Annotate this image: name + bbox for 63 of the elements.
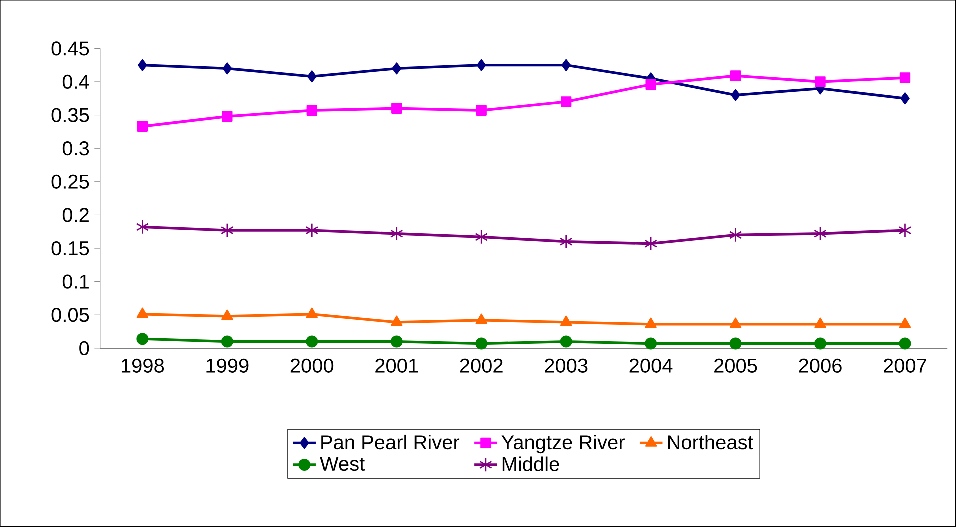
point: [138, 59, 148, 72]
y-tick-label: 0.15: [52, 241, 90, 256]
point: [306, 105, 318, 116]
x-tick-label: 2002: [460, 358, 503, 373]
x-tick-label: 2005: [714, 358, 758, 373]
point: [560, 336, 572, 348]
point: [900, 72, 911, 84]
x-tick-label: 2001: [376, 358, 418, 373]
point: [898, 223, 912, 238]
point: [814, 338, 827, 350]
legend-label: Northeast: [668, 434, 754, 450]
point: [306, 336, 318, 348]
point: [646, 79, 656, 90]
point: [220, 223, 234, 238]
x-tick-label: 2003: [545, 358, 588, 373]
point: [222, 62, 232, 74]
point: [390, 226, 404, 242]
x-tick-label: 2006: [799, 358, 842, 373]
point: [644, 236, 658, 252]
y-tick-label: 0.35: [52, 108, 90, 122]
legend-label: West: [320, 456, 365, 471]
point: [562, 59, 571, 72]
x-tick-label: 2004: [630, 358, 673, 373]
x-tick-label: 2007: [884, 358, 926, 373]
legend-label: Pan Pearl River: [322, 434, 460, 450]
point: [560, 234, 573, 250]
point: [475, 230, 488, 244]
point: [899, 338, 912, 350]
point: [476, 105, 487, 116]
y-tick-label: 0.05: [52, 308, 90, 322]
point: [136, 332, 149, 345]
point: [392, 103, 402, 114]
y-tick-label: 0.3: [62, 141, 90, 156]
point: [476, 338, 488, 350]
point: [731, 89, 740, 102]
point: [815, 76, 826, 88]
point: [476, 59, 486, 72]
point: [730, 338, 742, 350]
point: [137, 121, 148, 132]
point: [561, 96, 572, 108]
y-tick-label: 0.1: [62, 274, 89, 289]
point: [729, 228, 742, 242]
point: [814, 226, 827, 242]
point: [306, 223, 319, 238]
point: [390, 336, 403, 348]
point: [136, 220, 150, 234]
point: [645, 338, 658, 350]
y-tick-label: 0.4: [62, 74, 90, 89]
point: [307, 70, 317, 82]
point: [730, 70, 742, 82]
y-tick-label: 0.45: [52, 41, 90, 56]
legend-label: Middle: [502, 456, 560, 472]
x-tick-label: 1999: [206, 358, 249, 373]
point: [222, 111, 233, 122]
y-tick-label: 0: [80, 341, 90, 356]
point: [900, 92, 910, 104]
x-tick-label: 2000: [290, 358, 334, 373]
point: [392, 62, 402, 74]
y-tick-label: 0.2: [62, 208, 89, 222]
legend-label: Yangtze River: [502, 434, 625, 454]
x-tick-label: 1998: [122, 358, 164, 373]
point: [221, 336, 234, 348]
y-tick-label: 0.25: [52, 174, 90, 189]
